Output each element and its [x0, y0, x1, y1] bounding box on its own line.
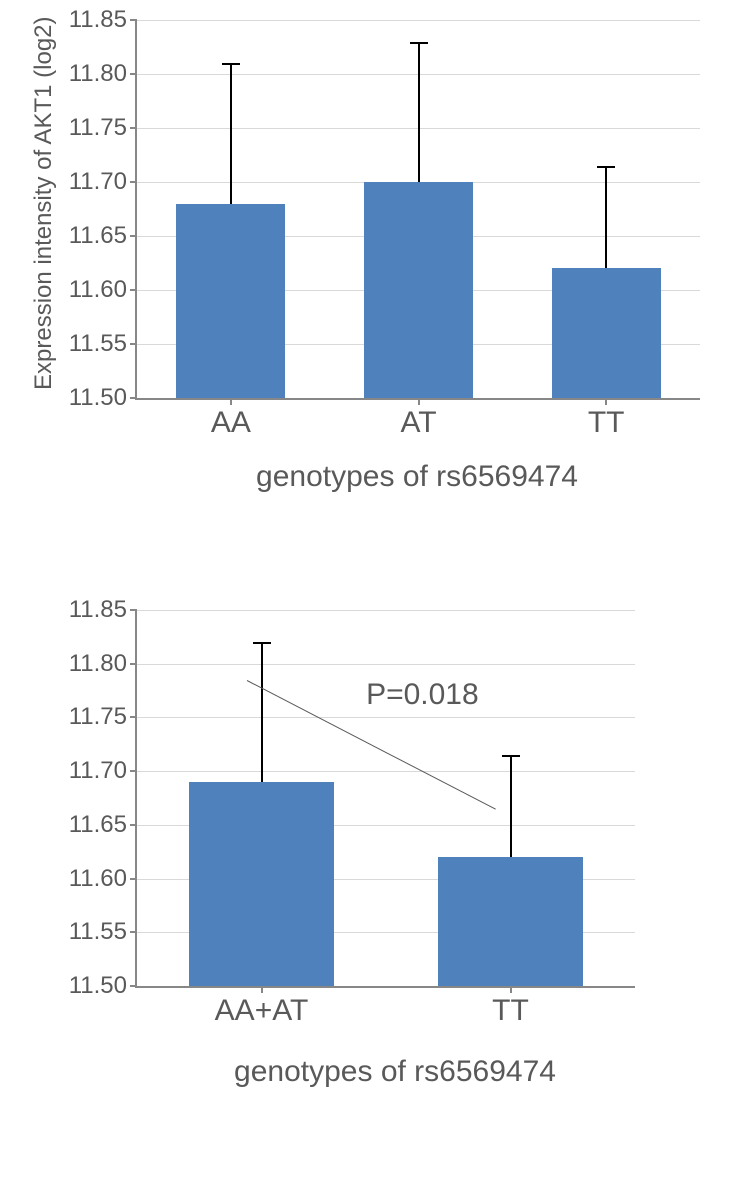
chart2-x-axis-title: genotypes of rs6569474 [234, 1055, 556, 1089]
chart1-ytick-mark [130, 19, 137, 21]
chart2-xtick-label: AA+AT [215, 986, 309, 1028]
chart2-ytick-mark [130, 609, 137, 611]
chart1-ytick-mark [130, 397, 137, 399]
chart2-ytick-mark [130, 716, 137, 718]
chart2-bar [438, 857, 582, 986]
chart1-errorbar [418, 42, 420, 182]
chart2-xtick-label: TT [492, 986, 529, 1028]
chart1-errorbar-cap [410, 42, 428, 44]
chart1-bar [552, 268, 661, 398]
chart2-errorbar-cap [253, 642, 271, 644]
chart2-errorbar-cap [502, 755, 520, 757]
chart2-ytick-label: 11.55 [69, 918, 137, 946]
chart2-ytick-label: 11.70 [69, 757, 137, 785]
chart1-errorbar [605, 166, 607, 269]
chart2-gridline [137, 771, 635, 772]
chart1-x-axis-title: genotypes of rs6569474 [256, 460, 578, 494]
chart1-ytick-mark [130, 289, 137, 291]
chart1-xtick-label: TT [588, 398, 625, 440]
chart2-gridline [137, 610, 635, 611]
chart1-ytick-label: 11.60 [69, 276, 137, 304]
chart1-errorbar [230, 63, 232, 203]
chart2-ytick-label: 11.60 [69, 865, 137, 893]
chart1-ytick-label: 11.85 [69, 6, 137, 34]
chart1-ytick-mark [130, 343, 137, 345]
chart2-bar [189, 782, 333, 986]
chart2-ytick-label: 11.85 [69, 596, 137, 624]
chart1-ytick-label: 11.65 [69, 222, 137, 250]
chart2-ytick-mark [130, 985, 137, 987]
chart1-ytick-label: 11.80 [69, 60, 137, 88]
chart2-errorbar [261, 642, 263, 782]
chart1-ytick-label: 11.70 [69, 168, 137, 196]
chart2-ytick-label: 11.80 [69, 650, 137, 678]
chart2-gridline [137, 717, 635, 718]
chart1-ytick-mark [130, 235, 137, 237]
chart2-ytick-label: 11.75 [69, 703, 137, 731]
chart2-gridline [137, 664, 635, 665]
chart2-ytick-mark [130, 824, 137, 826]
chart2-ytick-mark [130, 878, 137, 880]
chart1-block: Expression intensity of AKT1 (log2) 11.5… [0, 0, 749, 530]
chart1-ytick-mark [130, 127, 137, 129]
chart1-xtick-label: AT [400, 398, 436, 440]
chart1-gridline [137, 20, 700, 21]
chart1-bar [176, 204, 285, 398]
page: Expression intensity of AKT1 (log2) 11.5… [0, 0, 749, 1180]
chart1-ytick-mark [130, 181, 137, 183]
chart1-errorbar-cap [597, 166, 615, 168]
chart2-plot-area: 11.5011.5511.6011.6511.7011.7511.8011.85… [135, 610, 635, 988]
chart2-ytick-label: 11.50 [69, 972, 137, 1000]
chart2-ytick-mark [130, 931, 137, 933]
chart1-y-axis-title: Expression intensity of AKT1 (log2) [30, 16, 58, 390]
chart2-ytick-label: 11.65 [69, 811, 137, 839]
chart1-errorbar-cap [222, 63, 240, 65]
chart1-ytick-label: 11.55 [69, 330, 137, 358]
chart2-annotation-text: P=0.018 [366, 678, 479, 712]
chart2-errorbar [510, 755, 512, 857]
chart2-block: 11.5011.5511.6011.6511.7011.7511.8011.85… [0, 605, 749, 1165]
chart2-ytick-mark [130, 663, 137, 665]
chart1-plot-area: 11.5011.5511.6011.6511.7011.7511.8011.85… [135, 20, 700, 400]
chart1-ytick-label: 11.50 [69, 384, 137, 412]
chart2-ytick-mark [130, 770, 137, 772]
chart1-bar [364, 182, 473, 398]
chart1-xtick-label: AA [211, 398, 251, 440]
chart1-ytick-mark [130, 73, 137, 75]
chart1-ytick-label: 11.75 [69, 114, 137, 142]
